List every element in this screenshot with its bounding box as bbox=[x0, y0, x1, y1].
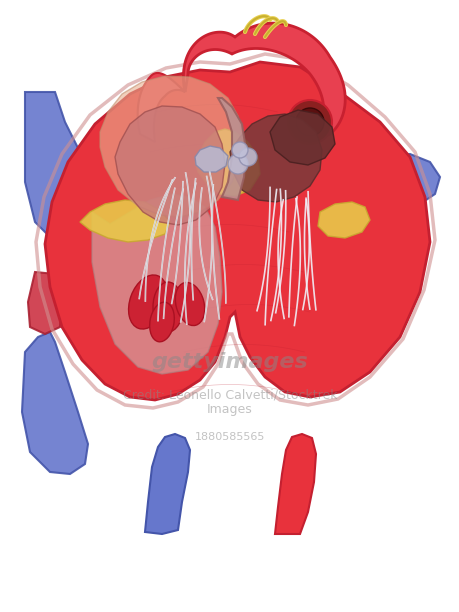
Ellipse shape bbox=[153, 282, 183, 332]
Polygon shape bbox=[352, 154, 440, 207]
Polygon shape bbox=[100, 76, 242, 217]
Polygon shape bbox=[25, 92, 118, 252]
Polygon shape bbox=[318, 202, 370, 238]
Polygon shape bbox=[230, 114, 322, 202]
Polygon shape bbox=[22, 332, 88, 474]
Polygon shape bbox=[275, 434, 316, 534]
Polygon shape bbox=[218, 98, 246, 200]
Polygon shape bbox=[270, 110, 335, 165]
Polygon shape bbox=[184, 23, 345, 140]
Circle shape bbox=[239, 148, 257, 166]
Polygon shape bbox=[28, 272, 62, 334]
Polygon shape bbox=[195, 146, 228, 172]
Circle shape bbox=[228, 154, 248, 174]
Polygon shape bbox=[145, 434, 190, 534]
Text: 1880585565: 1880585565 bbox=[195, 432, 265, 442]
Polygon shape bbox=[45, 62, 430, 400]
Ellipse shape bbox=[129, 275, 168, 329]
Circle shape bbox=[232, 142, 248, 158]
Polygon shape bbox=[138, 73, 185, 142]
Text: Credit: Leonello Calvetti/Stocktrek
Images: Credit: Leonello Calvetti/Stocktrek Imag… bbox=[123, 388, 337, 416]
Polygon shape bbox=[80, 200, 170, 242]
Polygon shape bbox=[368, 212, 422, 247]
Ellipse shape bbox=[150, 302, 174, 342]
Polygon shape bbox=[92, 194, 222, 374]
Text: gettyimages: gettyimages bbox=[151, 352, 308, 372]
Polygon shape bbox=[195, 129, 260, 196]
Polygon shape bbox=[115, 106, 225, 225]
Circle shape bbox=[296, 108, 324, 136]
Circle shape bbox=[288, 100, 332, 144]
Ellipse shape bbox=[175, 283, 205, 326]
